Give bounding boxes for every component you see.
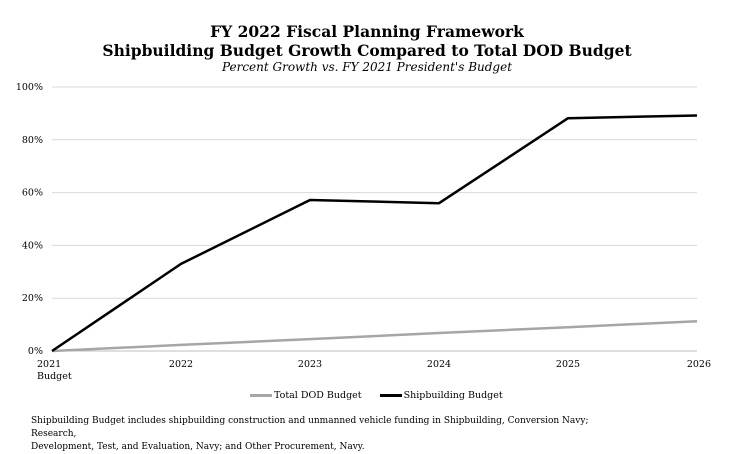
y-tick-label: 40%: [22, 240, 43, 251]
footnote-line-2: Development, Test, and Evaluation, Navy;…: [31, 442, 365, 452]
legend-swatch-shipbuilding: [379, 394, 402, 397]
y-tick-label: 80%: [22, 135, 43, 146]
x-tick-label: 2023: [298, 359, 322, 370]
legend-swatch-total-dod: [250, 394, 272, 397]
chart-subtitle: Percent Growth vs. FY 2021 President's B…: [221, 60, 513, 74]
series-line-shipbuilding-budget: [51, 114, 698, 353]
x-tick-label: 2022: [169, 359, 193, 370]
y-tick-label: 100%: [16, 82, 43, 93]
footnote-line-1: Shipbuilding Budget includes shipbuildin…: [31, 416, 589, 439]
legend-label-total-dod: Total DOD Budget: [274, 390, 362, 401]
legend-item-total-dod: Total DOD Budget: [250, 390, 362, 401]
series-line-total-dod-budget: [51, 319, 698, 353]
legend: Total DOD Budget Shipbuilding Budget: [250, 390, 521, 401]
x-tick-sublabel: Budget: [37, 371, 72, 382]
x-tick-label: 2026: [687, 359, 711, 370]
x-tick-label: 2024: [427, 359, 451, 370]
x-tick-label: 2021: [37, 359, 61, 370]
gridlines: [52, 86, 697, 352]
y-tick-label: 20%: [22, 293, 43, 304]
y-tick-label: 60%: [22, 188, 43, 199]
y-tick-label: 0%: [28, 346, 43, 357]
y-axis-ticks: 0% 20% 40% 60% 80% 100%: [16, 82, 43, 357]
series-lines: [51, 114, 698, 353]
legend-label-shipbuilding: Shipbuilding Budget: [403, 390, 503, 401]
legend-item-shipbuilding: Shipbuilding Budget: [379, 390, 503, 401]
footnote: Shipbuilding Budget includes shipbuildin…: [31, 415, 631, 454]
chart-title-line-2: Shipbuilding Budget Growth Compared to T…: [102, 41, 632, 60]
x-tick-label: 2025: [556, 359, 580, 370]
chart-title: FY 2022 Fiscal Planning Framework: [210, 22, 524, 41]
